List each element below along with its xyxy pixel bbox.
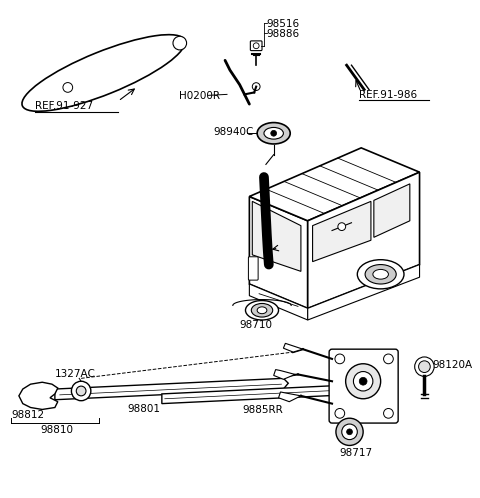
Polygon shape <box>162 384 371 403</box>
Ellipse shape <box>245 300 278 320</box>
Text: H0200R: H0200R <box>180 92 220 102</box>
Circle shape <box>338 223 346 231</box>
Text: REF.91-927: REF.91-927 <box>36 101 94 111</box>
Text: 98710: 98710 <box>240 320 273 330</box>
Circle shape <box>336 418 363 445</box>
Circle shape <box>346 364 381 399</box>
Ellipse shape <box>357 259 404 289</box>
Ellipse shape <box>373 269 388 279</box>
Circle shape <box>252 83 260 91</box>
Circle shape <box>353 372 373 391</box>
Circle shape <box>359 377 367 385</box>
Polygon shape <box>252 201 301 271</box>
Ellipse shape <box>252 303 273 317</box>
Polygon shape <box>374 184 410 238</box>
Polygon shape <box>250 284 308 320</box>
Polygon shape <box>55 378 288 400</box>
Circle shape <box>253 43 259 49</box>
Circle shape <box>72 381 91 401</box>
Polygon shape <box>308 172 420 308</box>
Circle shape <box>347 429 352 435</box>
Circle shape <box>335 354 345 364</box>
Circle shape <box>384 408 393 418</box>
Ellipse shape <box>22 35 185 111</box>
Polygon shape <box>308 264 420 320</box>
Text: 98812: 98812 <box>11 410 44 420</box>
Polygon shape <box>312 201 371 261</box>
Text: 1327AC: 1327AC <box>55 369 96 378</box>
Text: 98810: 98810 <box>40 425 73 435</box>
Ellipse shape <box>415 357 434 376</box>
Polygon shape <box>250 148 420 221</box>
Circle shape <box>63 83 72 92</box>
Text: 98120A: 98120A <box>432 360 472 370</box>
Text: 98717: 98717 <box>340 448 373 458</box>
Polygon shape <box>274 370 295 379</box>
Text: REF.91-986: REF.91-986 <box>359 90 418 100</box>
Text: 9885RR: 9885RR <box>242 404 283 415</box>
Text: 98516: 98516 <box>267 19 300 29</box>
Polygon shape <box>283 343 303 352</box>
Circle shape <box>173 36 187 50</box>
FancyBboxPatch shape <box>248 257 258 280</box>
Circle shape <box>335 408 345 418</box>
Text: 98801: 98801 <box>128 403 161 414</box>
Polygon shape <box>278 392 301 402</box>
Circle shape <box>271 130 276 136</box>
Circle shape <box>342 424 357 440</box>
Ellipse shape <box>419 361 430 373</box>
Ellipse shape <box>257 123 290 144</box>
Polygon shape <box>19 382 58 409</box>
FancyBboxPatch shape <box>329 349 398 423</box>
Circle shape <box>384 354 393 364</box>
Ellipse shape <box>257 307 267 314</box>
Circle shape <box>76 386 86 396</box>
Ellipse shape <box>365 264 396 284</box>
Polygon shape <box>250 197 308 308</box>
Text: 98886: 98886 <box>267 29 300 39</box>
Ellipse shape <box>264 127 283 139</box>
Text: 98940C: 98940C <box>214 127 254 137</box>
FancyBboxPatch shape <box>251 41 262 51</box>
